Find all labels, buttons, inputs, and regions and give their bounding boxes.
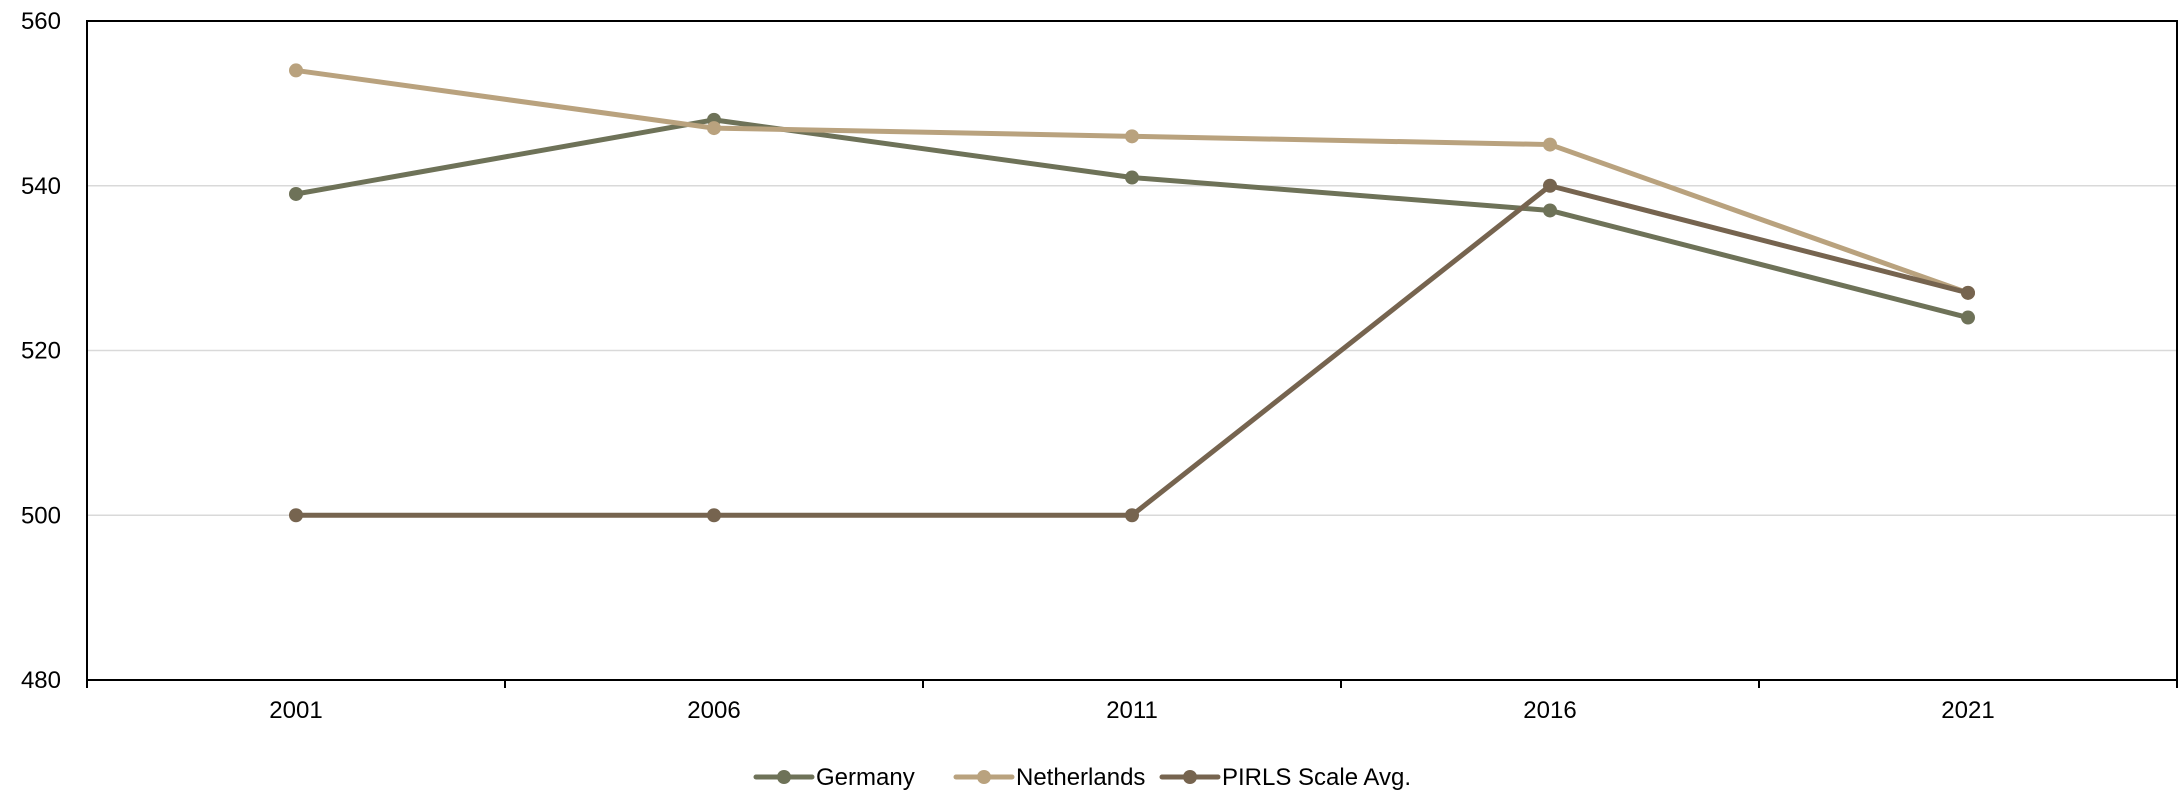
- gridlines: [87, 185, 2177, 516]
- x-tick-label: 2006: [687, 697, 740, 724]
- data-point: [1543, 203, 1557, 218]
- data-point: [289, 508, 303, 523]
- data-point: [1125, 129, 1139, 144]
- series-pirls-scale-avg: [289, 178, 1975, 523]
- x-tick-label: 2021: [1941, 697, 1994, 724]
- legend-marker: [977, 770, 991, 784]
- legend-label: PIRLS Scale Avg.: [1222, 764, 1411, 791]
- legend-label: Germany: [816, 764, 915, 791]
- legend: Germany Netherlands PIRLS Scale Avg.: [753, 764, 1411, 791]
- series-germany: [289, 112, 1975, 325]
- data-point: [289, 186, 303, 201]
- legend-item: Germany: [753, 764, 915, 791]
- series-line: [293, 117, 1971, 321]
- y-tick-label: 540: [21, 173, 61, 200]
- y-tick-label: 480: [21, 667, 61, 694]
- legend-label: Netherlands: [1016, 764, 1145, 791]
- x-tick-label: 2016: [1523, 697, 1576, 724]
- data-point: [707, 508, 721, 523]
- legend-item: Netherlands: [953, 764, 1145, 791]
- series-lines: [289, 63, 1975, 523]
- y-tick-label: 520: [21, 338, 61, 365]
- legend-item: PIRLS Scale Avg.: [1159, 764, 1411, 791]
- axes: [86, 20, 2178, 688]
- data-point: [1961, 285, 1975, 300]
- data-point: [1543, 178, 1557, 193]
- data-point: [1125, 508, 1139, 523]
- x-tick-label: 2011: [1106, 697, 1158, 724]
- data-point: [1543, 137, 1557, 152]
- y-tick-label: 500: [21, 502, 61, 529]
- legend-marker: [777, 770, 791, 784]
- data-point: [1125, 170, 1139, 185]
- x-tick-labels: 2001 2006 2011 2016 2021: [269, 697, 1994, 724]
- legend-marker: [1183, 770, 1197, 784]
- data-point: [707, 121, 721, 136]
- y-tick-label: 560: [21, 8, 61, 35]
- plot-frame: [86, 20, 2178, 681]
- data-point: [1961, 310, 1975, 325]
- y-tick-labels: 480 500 520 540 560: [21, 8, 61, 694]
- x-tick-label: 2001: [269, 697, 322, 724]
- data-point: [289, 63, 303, 78]
